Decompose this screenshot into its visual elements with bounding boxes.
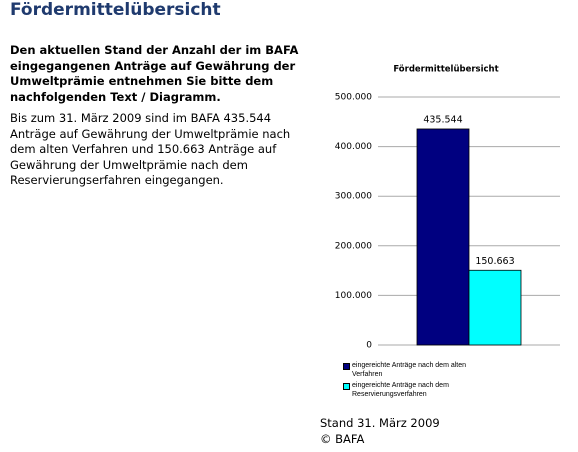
y-tick-label: 400.000 <box>335 142 372 152</box>
y-tick-label: 500.000 <box>335 93 372 103</box>
legend: eingereichte Anträge nach dem alten Verf… <box>343 361 473 401</box>
value-label: 435.544 <box>423 114 462 125</box>
value-label: 150.663 <box>475 256 514 267</box>
footer-date: Stand 31. März 2009 <box>320 416 440 430</box>
legend-swatch <box>343 383 350 390</box>
bar <box>468 269 522 346</box>
legend-entry: eingereichte Anträge nach dem alten Verf… <box>343 361 473 379</box>
y-tick-label: 0 <box>366 341 372 351</box>
footer: Stand 31. März 2009 © BAFA <box>320 415 440 447</box>
bar <box>416 128 470 346</box>
y-tick-label: 100.000 <box>335 291 372 301</box>
page-title: Fördermittelübersicht <box>10 0 221 20</box>
legend-label: eingereichte Anträge nach dem Reservieru… <box>352 382 449 398</box>
legend-entry: eingereichte Anträge nach dem Reservieru… <box>343 381 473 399</box>
legend-label: eingereichte Anträge nach dem alten Verf… <box>352 362 467 378</box>
intro-text: Den aktuellen Stand der Anzahl der im BA… <box>10 43 299 104</box>
legend-swatch <box>343 363 350 370</box>
y-tick-label: 200.000 <box>335 241 372 251</box>
chart-title: Fördermittelübersicht <box>393 65 498 75</box>
footer-copyright: © BAFA <box>320 432 365 446</box>
y-tick-label: 300.000 <box>335 192 372 202</box>
body-text: Bis zum 31. März 2009 sind im BAFA 435.5… <box>10 111 291 187</box>
